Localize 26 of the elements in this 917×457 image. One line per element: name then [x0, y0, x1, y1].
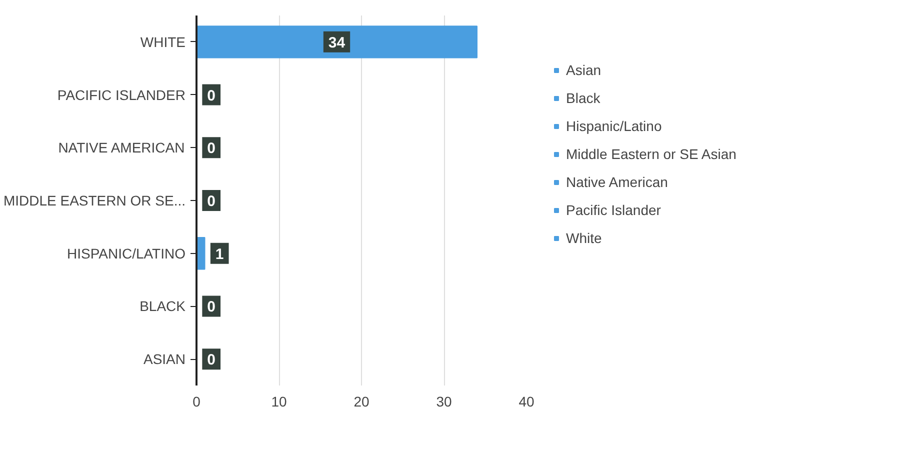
data-label: 0 — [207, 352, 216, 369]
legend-label: White — [566, 230, 602, 246]
data-label: 0 — [207, 298, 216, 316]
y-tick-label: PACIFIC ISLANDER — [57, 86, 186, 103]
legend-label: Asian — [566, 62, 602, 78]
x-tick-label: 0 — [192, 394, 201, 410]
legend-label: Middle Eastern or SE Asian — [566, 146, 736, 162]
legend-label: Hispanic/Latino — [566, 118, 662, 134]
y-tick-label: WHITE — [140, 34, 186, 50]
x-tick-label: 20 — [354, 394, 370, 410]
x-tick-label: 40 — [518, 394, 534, 410]
y-tick-label: BLACK — [140, 298, 186, 314]
legend-label: Pacific Islander — [566, 202, 661, 218]
y-tick-label: HISPANIC/LATINO — [67, 245, 186, 262]
data-label: 0 — [207, 140, 216, 158]
legend-label: Native American — [566, 174, 668, 190]
legend-label: Black — [566, 90, 600, 106]
data-label: 34 — [328, 34, 346, 52]
x-tick-label: 10 — [271, 394, 287, 410]
y-tick-label: MIDDLE EASTERN OR SE... — [3, 192, 186, 208]
y-tick-label: NATIVE AMERICAN — [58, 140, 185, 156]
data-label: 0 — [207, 87, 216, 104]
data-label: 0 — [207, 193, 216, 210]
x-tick-label: 30 — [436, 394, 452, 410]
data-label: 1 — [215, 246, 224, 263]
y-tick-label: ASIAN — [143, 351, 186, 368]
